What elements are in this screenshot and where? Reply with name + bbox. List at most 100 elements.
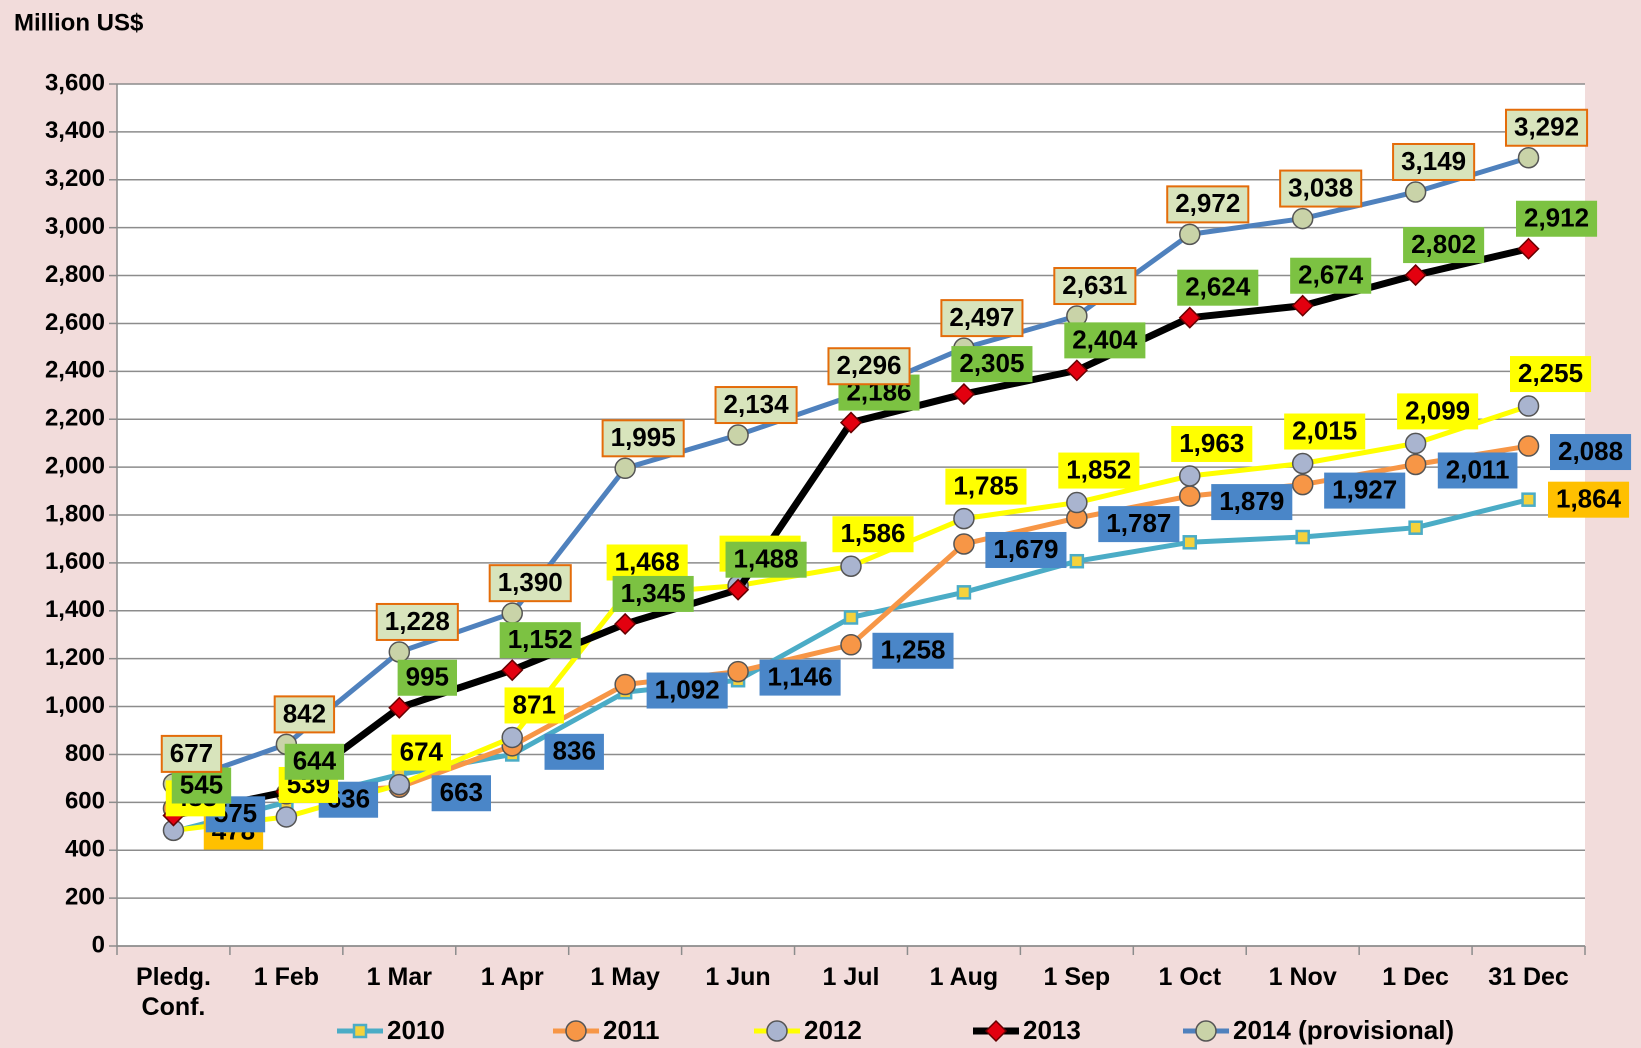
data-label-text: 545: [180, 769, 223, 799]
data-label-box: [171, 767, 232, 804]
data-label-box: [872, 632, 954, 669]
marker: [1069, 553, 1085, 569]
data-label-text: 1,787: [1106, 508, 1171, 538]
legend-label: 2010: [387, 1015, 445, 1045]
x-tick-label: 1 Dec: [1382, 963, 1449, 991]
data-label-box: [1098, 506, 1180, 543]
data-label-text: 644: [293, 746, 337, 776]
marker: [614, 673, 636, 696]
data-label-text: 2,631: [1062, 270, 1127, 300]
data-label: 2,305: [951, 346, 1033, 383]
data-label-box: [1279, 169, 1363, 208]
data-label-text: 1,586: [840, 518, 905, 548]
data-label-box: [1290, 257, 1372, 294]
data-label: 2,099: [1397, 393, 1479, 430]
marker: [1195, 1020, 1217, 1042]
data-label: 1,468: [606, 544, 688, 581]
marker: [1065, 359, 1088, 382]
data-label-text: 663: [440, 777, 483, 807]
marker: [565, 1020, 587, 1042]
data-label-text: 995: [406, 662, 449, 692]
data-label-text: 677: [170, 738, 213, 768]
x-tick-label: 1 Mar: [366, 963, 432, 991]
data-label-text: 1,864: [1556, 484, 1622, 514]
data-label-text: 836: [553, 736, 596, 766]
marker: [953, 507, 975, 530]
data-label-text: 1,488: [734, 544, 799, 574]
data-label-box: [1177, 269, 1259, 306]
x-tick-label: 1 Oct: [1158, 963, 1222, 991]
data-label-text: 3,038: [1288, 172, 1353, 202]
data-label: 1,879: [1211, 484, 1293, 521]
data-label-text: 2,972: [1175, 188, 1240, 218]
data-label-box: [951, 346, 1033, 383]
y-tick-label: 3,600: [45, 69, 105, 96]
y-tick-label: 1,200: [45, 644, 105, 671]
data-label-box: [601, 419, 685, 458]
y-axis-title: Million US$: [14, 9, 144, 36]
data-label-text: 1,963: [1179, 428, 1244, 458]
data-label: 1,927: [1324, 472, 1406, 509]
data-label-box: [985, 531, 1067, 568]
data-label: 2,134: [714, 386, 798, 425]
data-label-text: 2,296: [836, 350, 901, 380]
marker: [1404, 181, 1427, 203]
data-label-text: 1,879: [1219, 486, 1284, 516]
data-label-box: [945, 468, 1027, 505]
marker: [1182, 535, 1198, 550]
y-tick-label: 0: [92, 931, 105, 958]
marker: [840, 555, 862, 577]
x-tick-label: 1 May: [590, 963, 660, 991]
data-label-box: [1392, 142, 1476, 181]
data-label-box: [612, 575, 694, 612]
marker: [1291, 473, 1314, 496]
data-label-text: 1,468: [615, 546, 680, 576]
data-label: 2,011: [1437, 452, 1518, 489]
marker: [1517, 237, 1540, 260]
data-label: 1,228: [375, 602, 459, 641]
marker: [614, 457, 636, 480]
x-tick-label: 1 Aug: [929, 963, 999, 991]
marker: [727, 660, 749, 683]
legend-label: 2014 (provisional): [1233, 1015, 1454, 1045]
legend-label: 2011: [603, 1015, 659, 1045]
data-label: 2,624: [1177, 269, 1259, 306]
data-label: 1,092: [646, 672, 728, 709]
marker: [1179, 223, 1201, 246]
marker: [1295, 529, 1310, 545]
data-label-text: 2,099: [1405, 395, 1470, 425]
marker: [840, 634, 862, 656]
data-label: 2,631: [1053, 267, 1137, 306]
data-label-text: 3,149: [1401, 146, 1466, 176]
legend-label: 2013: [1023, 1015, 1081, 1045]
data-label-text: 1,092: [655, 674, 720, 704]
data-label-box: [1397, 393, 1479, 430]
marker: [1404, 432, 1427, 455]
data-label: 2,972: [1166, 185, 1250, 224]
data-label: 2,015: [1284, 413, 1366, 450]
data-label-text: 2,912: [1524, 203, 1589, 233]
data-label: 1,488: [725, 541, 807, 578]
data-label-box: [1504, 108, 1589, 147]
y-tick-label: 400: [65, 836, 105, 863]
data-label-box: [646, 672, 728, 709]
marker: [501, 726, 523, 749]
data-label-box: [1284, 413, 1366, 450]
data-label: 1,679: [985, 531, 1067, 568]
data-label-box: [725, 541, 807, 578]
x-tick-label: 1 Nov: [1268, 963, 1337, 991]
data-label: 1,146: [759, 659, 841, 696]
data-label-box: [488, 564, 572, 603]
data-label-box: [1547, 481, 1630, 518]
data-label-text: 871: [513, 689, 556, 719]
marker: [275, 806, 298, 828]
y-tick-label: 1,800: [45, 500, 105, 527]
y-tick-label: 1,600: [45, 548, 105, 575]
marker: [1517, 435, 1540, 457]
data-label-text: 2,255: [1518, 358, 1583, 388]
data-label-box: [391, 734, 452, 771]
data-label-box: [375, 602, 459, 641]
data-label-box: [431, 775, 492, 812]
data-label: 2,912: [1515, 200, 1598, 237]
